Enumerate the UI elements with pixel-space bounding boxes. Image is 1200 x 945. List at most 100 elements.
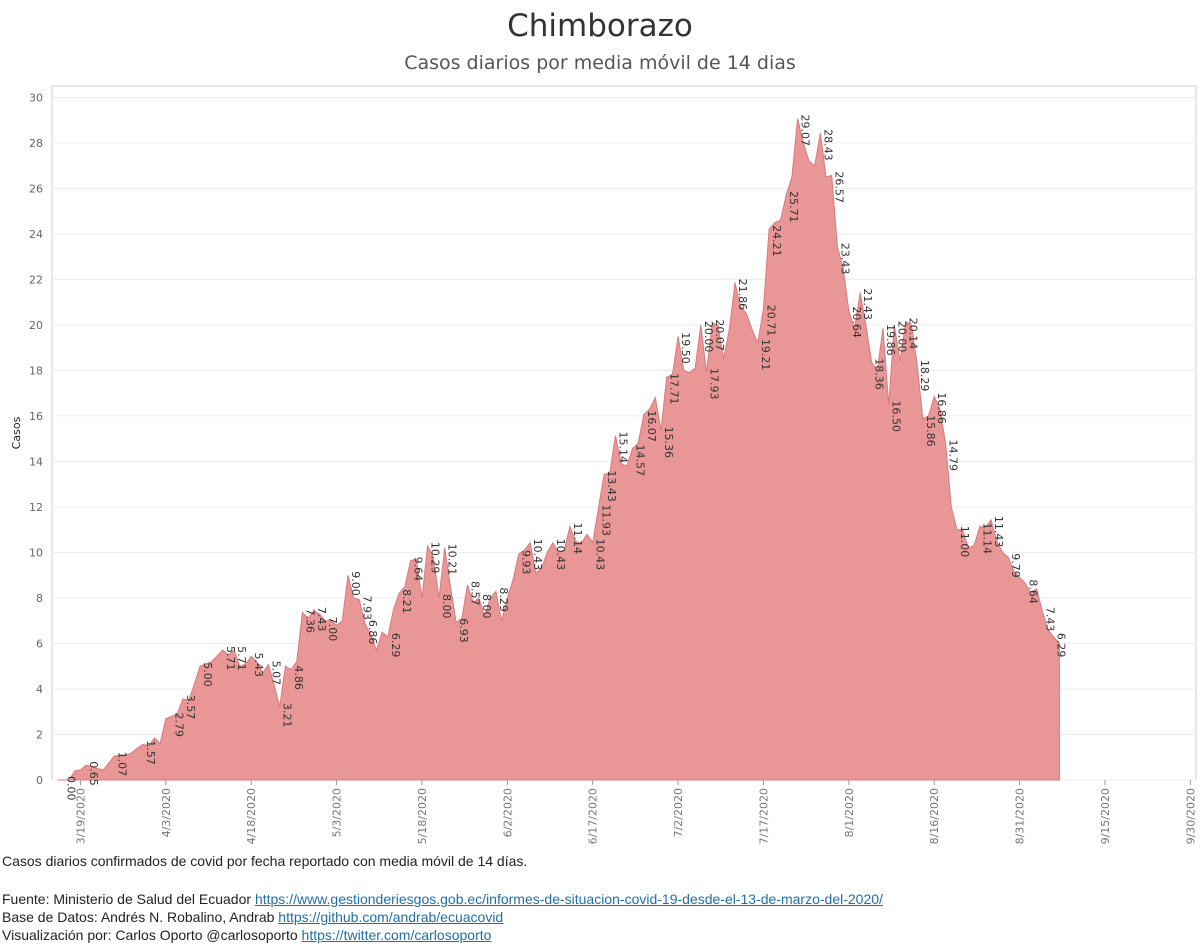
x-tick-label: 7/2/2020 — [672, 788, 685, 837]
data-label: 14.57 — [634, 444, 647, 476]
data-label: 8.64 — [1026, 579, 1039, 604]
data-label: 20.64 — [850, 306, 863, 338]
series-area — [57, 118, 1060, 781]
x-tick-label: 9/30/2020 — [1184, 788, 1197, 844]
source-label: Fuente: Ministerio de Salud del Ecuador — [2, 891, 252, 907]
data-label: 5.00 — [201, 662, 214, 687]
data-label: 7.00 — [326, 617, 339, 642]
data-label: 6.93 — [457, 618, 470, 643]
data-label: 20.14 — [907, 318, 920, 350]
data-label: 3.21 — [281, 703, 294, 728]
data-label: 9.79 — [1009, 553, 1022, 578]
y-tick-label: 20 — [29, 319, 43, 332]
data-label: 15.86 — [924, 415, 937, 447]
data-label: 16.07 — [645, 410, 658, 442]
data-label: 10.43 — [594, 539, 607, 571]
x-tick-label: 4/3/2020 — [160, 788, 173, 837]
y-tick-label: 16 — [29, 410, 43, 423]
y-tick-label: 10 — [29, 546, 43, 559]
x-tick-label: 8/31/2020 — [1014, 788, 1027, 844]
data-label: 8.29 — [497, 587, 510, 612]
footer-viz: Visualización por: Carlos Oporto @carlos… — [2, 927, 491, 943]
data-label: 24.21 — [770, 225, 783, 257]
data-label: 15.14 — [616, 432, 629, 464]
footer-source: Fuente: Ministerio de Salud del Ecuador … — [2, 891, 883, 907]
y-tick-label: 2 — [36, 728, 43, 741]
data-label: 10.29 — [429, 542, 442, 574]
data-label: 6.29 — [1055, 633, 1068, 658]
data-label: 11.93 — [599, 505, 612, 536]
x-tick-label: 8/16/2020 — [928, 788, 941, 844]
data-label: 20.00 — [895, 321, 908, 353]
y-tick-label: 18 — [29, 364, 43, 377]
data-label: 19.21 — [759, 339, 772, 371]
x-tick-label: 6/2/2020 — [501, 788, 514, 837]
x-tick-label: 6/17/2020 — [587, 788, 600, 844]
chart-subtitle: Casos diarios por media móvil de 14 dias — [404, 52, 796, 74]
data-label: 9.64 — [412, 557, 425, 582]
data-label: 21.43 — [861, 288, 874, 320]
y-tick-label: 24 — [29, 228, 43, 241]
data-label: 11.43 — [992, 516, 1005, 548]
data-label: 14.79 — [947, 439, 960, 471]
y-tick-label: 0 — [36, 774, 43, 787]
y-tick-label: 28 — [29, 137, 43, 150]
y-tick-label: 14 — [29, 455, 43, 468]
data-label: 6.29 — [389, 633, 402, 658]
data-label: 10.43 — [554, 539, 567, 571]
viz-link[interactable]: https://twitter.com/carlosoporto — [301, 927, 492, 943]
footer-database: Base de Datos: Andrés N. Robalino, Andra… — [2, 909, 503, 925]
data-label: 8.00 — [480, 594, 493, 619]
x-tick-label: 5/3/2020 — [331, 788, 344, 837]
x-tick-label: 3/19/2020 — [74, 788, 87, 844]
x-tick-label: 4/18/2020 — [245, 788, 258, 844]
data-label: 10.21 — [446, 544, 459, 576]
data-label: 20.00 — [702, 321, 715, 353]
data-label: 6.86 — [366, 620, 379, 645]
data-label: 11.00 — [958, 526, 971, 558]
data-label: 4.86 — [292, 665, 305, 690]
data-label: 8.57 — [468, 581, 481, 606]
data-label: 0.00 — [64, 776, 77, 801]
y-tick-label: 26 — [29, 182, 43, 195]
data-label: 29.07 — [799, 115, 812, 147]
y-tick-label: 22 — [29, 273, 43, 286]
data-label: 7.43 — [1043, 607, 1056, 632]
data-label: 17.93 — [708, 368, 721, 400]
data-label: 7.36 — [303, 609, 316, 634]
data-label: 9.00 — [349, 571, 362, 596]
data-label: 0.65 — [87, 761, 100, 786]
data-label: 10.43 — [531, 539, 544, 571]
y-tick-label: 8 — [36, 592, 43, 605]
data-label: 16.50 — [890, 401, 903, 433]
source-link[interactable]: https://www.gestionderiesgos.gob.ec/info… — [254, 891, 883, 907]
data-label: 13.43 — [605, 470, 618, 502]
data-label: 8.21 — [400, 589, 413, 614]
chart-area: 024681012141618202224262830Casos3/19/202… — [10, 85, 1197, 844]
database-label: Base de Datos: Andrés N. Robalino, Andra… — [2, 909, 275, 925]
data-label: 19.50 — [679, 332, 692, 364]
data-label: 1.57 — [144, 740, 157, 765]
data-label: 7.43 — [315, 607, 328, 632]
y-tick-label: 6 — [36, 637, 43, 650]
data-label: 15.36 — [662, 426, 675, 458]
data-label: 5.71 — [235, 646, 248, 671]
viz-label: Visualización por: Carlos Oporto @carlos… — [2, 927, 298, 943]
y-tick-label: 12 — [29, 501, 43, 514]
data-label: 5.71 — [224, 646, 237, 671]
footer-description: Casos diarios confirmados de covid por f… — [2, 853, 528, 869]
data-label: 25.71 — [787, 191, 800, 223]
data-label: 20.71 — [764, 305, 777, 337]
data-label: 7.93 — [360, 596, 373, 621]
data-label: 2.79 — [173, 713, 186, 738]
data-label: 11.14 — [571, 523, 584, 555]
data-label: 20.07 — [713, 319, 726, 351]
x-tick-label: 7/17/2020 — [757, 788, 770, 844]
data-label: 21.86 — [736, 279, 749, 311]
data-label: 11.14 — [981, 523, 994, 555]
data-label: 9.93 — [520, 550, 533, 575]
database-link[interactable]: https://github.com/andrab/ecuacovid — [278, 909, 504, 925]
y-tick-label: 30 — [29, 91, 43, 104]
data-label: 1.07 — [116, 752, 129, 777]
data-label: 19.86 — [884, 324, 897, 356]
